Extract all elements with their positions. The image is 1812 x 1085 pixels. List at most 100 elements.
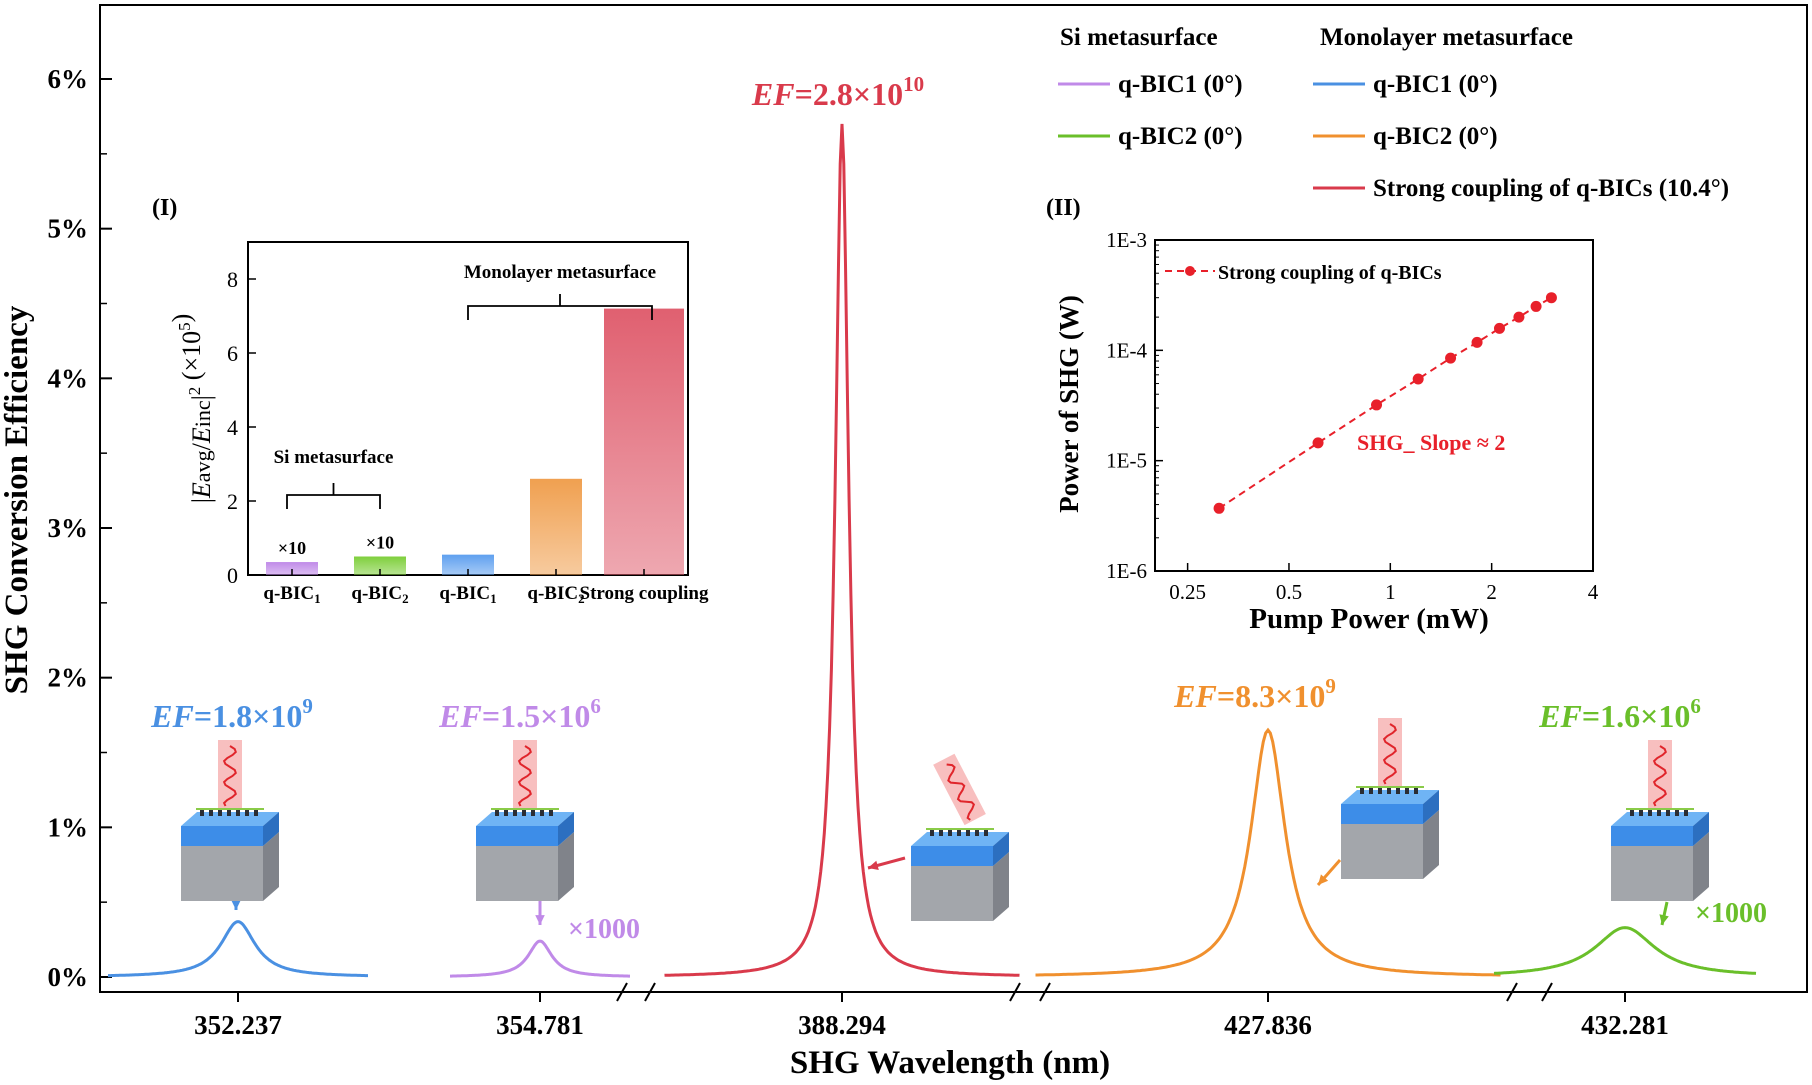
ef-exponent: 9: [1325, 674, 1336, 698]
device-pump-beam: [933, 753, 986, 826]
inset2-data-point: [1530, 300, 1542, 312]
ef-value: =2.8×10: [795, 76, 903, 112]
inset2-y-tick-label: 1E-6: [1106, 559, 1147, 583]
device-nanostructure: [522, 808, 526, 816]
inset1-x-tick-label: Strong coupling: [580, 583, 709, 604]
device-nanostructure: [1666, 808, 1670, 816]
device-nanostructure: [200, 808, 204, 816]
legend-label-base: q-BIC: [1373, 71, 1440, 98]
inset2-data-point: [1412, 373, 1424, 385]
main-x-tick-label: 427.836: [1224, 1010, 1312, 1040]
device-oxide-side: [993, 832, 1009, 866]
legend-label-base: q-BIC: [1118, 71, 1185, 98]
inset2-y-tick-label: 1E-3: [1106, 228, 1147, 252]
main-chart: 0% 1% 2% 3% 4% 5% 6% 352.237 354.781 388.294 427.…: [0, 4, 1808, 1081]
device-substrate-front: [1341, 824, 1423, 879]
main-curve: [1035, 727, 1501, 977]
main-y-axis-label: SHG Conversion Efficiency: [0, 305, 35, 694]
device-oxide-front: [1611, 826, 1693, 846]
device-icon-1: [181, 740, 279, 901]
inset2-panel-label: (II): [1046, 195, 1081, 221]
tick-base: q-BIC: [527, 583, 578, 604]
device-nanostructure: [209, 808, 213, 816]
device-nanostructure: [1630, 808, 1634, 816]
ef-prefix: EF: [438, 698, 482, 734]
device-nanostructure: [1396, 786, 1400, 794]
device-shg-wave: [517, 745, 532, 807]
main-y-tick-label: 3%: [48, 513, 89, 543]
legend-mono-0-label: q-BIC1 (0°): [1373, 71, 1498, 98]
device-oxide-front: [181, 826, 263, 846]
inset2-data-point: [1445, 352, 1457, 364]
pointer-arrow-head: [1318, 874, 1329, 885]
main-x-axis-break: [1009, 982, 1021, 1002]
main-y-tick-label: 6%: [48, 64, 89, 94]
inset2-data-point: [1471, 336, 1483, 348]
legend-items: q-BIC1 (0°)q-BIC2 (0°)q-BIC1 (0°)q-BIC2 …: [1058, 71, 1729, 202]
tick-sub: 1: [490, 591, 497, 606]
main-curve: [1493, 926, 1757, 975]
inset2-x-tick-label: 2: [1486, 580, 1497, 604]
inset1-y-label-part: (×10: [177, 331, 206, 387]
device-nanostructure: [1369, 786, 1373, 794]
inset2-legend-marker: [1185, 266, 1195, 276]
legend-label-tail: (0°): [1452, 123, 1497, 150]
inset1-y-label-part: avg: [190, 450, 215, 482]
main-curve: [450, 939, 630, 978]
tick-base: q-BIC: [439, 583, 490, 604]
device-icon-5: [1611, 740, 1709, 901]
tick-base: q-BIC: [351, 583, 402, 604]
inset2-x-tick-label: 4: [1588, 580, 1599, 604]
inset2-data-point: [1312, 437, 1324, 449]
main-x-tick-label: 354.781: [496, 1010, 584, 1040]
device-icon-2: [476, 740, 574, 901]
inset2-data-point: [1493, 322, 1505, 334]
inset1-y-label-part: /: [187, 442, 216, 450]
inset1-y-label-part: |: [187, 395, 216, 400]
device-nanostructure: [1414, 786, 1418, 794]
device-substrate-side: [263, 832, 279, 901]
inset1-y-label-part: ): [167, 314, 196, 323]
ef-exponent: 9: [302, 694, 313, 718]
device-oxide-side: [558, 812, 574, 846]
inset1-y-label-part: 5: [175, 322, 194, 331]
device-nanostructure: [549, 808, 553, 816]
inset1-bar: [266, 562, 318, 575]
legend-si-0-label: q-BIC1 (0°): [1118, 71, 1243, 98]
inset1-bar-label: ×10: [278, 538, 306, 558]
legend-label-sub: 1: [1185, 71, 1198, 98]
device-nanostructure: [948, 828, 952, 836]
legend-label-sub: 2: [1440, 123, 1453, 150]
legend-label-tail: (0°): [1197, 71, 1242, 98]
inset1-y-label-part: inc: [190, 400, 215, 427]
inset1-group-bracket: [286, 494, 381, 509]
legend-group-monolayer: Monolayer metasurface: [1320, 24, 1573, 51]
device-nanostructure: [513, 808, 517, 816]
inset2-y-tick-label: 1E-4: [1106, 338, 1147, 362]
inset2-x-tick-label: 1: [1385, 580, 1396, 604]
main-y-axis: 0% 1% 2% 3% 4% 5% 6%: [48, 64, 112, 992]
tick-base: Strong coupling: [580, 583, 709, 604]
inset2-legend-label: Strong coupling of q-BICs: [1218, 262, 1442, 284]
inset-scatter-chart: (II) Pump Power (mW) Power of SHG (W) 0.…: [1046, 195, 1599, 635]
device-pump-beam: [1648, 740, 1672, 808]
ef-label: EF=1.6×106: [1538, 694, 1701, 734]
ef-prefix: EF: [1173, 678, 1217, 714]
device-shg-wave: [222, 745, 237, 807]
main-y-tick-label: 0%: [48, 962, 89, 992]
inset2-body: 0.25 0.5 1 2 4 1E-6 1E-5 1E-4 1E-3 Strong couplin…: [1106, 228, 1599, 604]
device-icon-3: [911, 753, 1009, 921]
inset1-group-label: Si metasurface: [274, 447, 394, 468]
ef-prefix: EF: [751, 76, 795, 112]
main-x-axis-label: SHG Wavelength (nm): [790, 1045, 1110, 1081]
inset2-series-line: [1218, 296, 1552, 510]
inset1-panel-label: (I): [152, 195, 177, 221]
inset2-x-axis-label: Pump Power (mW): [1249, 603, 1488, 635]
main-y-tick-label: 2%: [48, 663, 89, 693]
pointer-arrow-head: [231, 900, 241, 910]
inset1-y-tick-label: 0: [227, 563, 238, 588]
inset2-annotation: SHG_ Slope ≈ 2: [1357, 430, 1505, 455]
inset1-y-tick-label: 8: [227, 267, 238, 292]
